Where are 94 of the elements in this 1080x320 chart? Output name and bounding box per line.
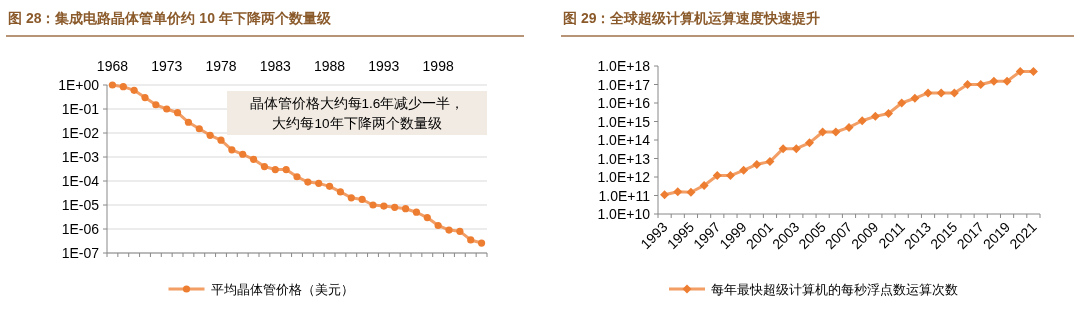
point xyxy=(857,116,867,126)
point xyxy=(195,125,203,133)
y-tick-label: 1E-01 xyxy=(61,101,100,117)
point xyxy=(315,179,323,187)
point xyxy=(184,118,193,126)
point xyxy=(1002,76,1012,86)
x-tick-label: 1998 xyxy=(422,58,454,74)
point xyxy=(434,221,442,230)
y-tick-label: 1E+00 xyxy=(58,77,100,93)
y-tick-label: 1.0E+17 xyxy=(597,76,651,93)
point xyxy=(818,127,828,137)
y-tick-label: 1.0E+10 xyxy=(597,206,651,222)
chart-title: 图 28：集成电路晶体管单价约 10 年下降两个数量级 xyxy=(8,10,332,26)
point xyxy=(401,205,410,213)
point xyxy=(870,111,880,121)
point xyxy=(752,159,762,169)
point xyxy=(699,180,709,190)
point xyxy=(673,187,683,197)
y-tick-label: 1.0E+14 xyxy=(597,132,651,148)
point xyxy=(445,226,453,234)
y-tick-label: 1E-05 xyxy=(61,197,100,213)
point xyxy=(239,150,247,158)
point xyxy=(949,88,959,98)
annotation: 大约每10年下降两个数量级 xyxy=(272,116,442,131)
y-tick-label: 1.0E+15 xyxy=(597,113,651,130)
chart-title: 图 29：全球超级计算机运算速度快速提升 xyxy=(563,10,821,26)
point xyxy=(336,188,345,196)
x-tick-label: 1973 xyxy=(151,58,183,74)
point xyxy=(206,131,214,139)
point xyxy=(778,144,788,154)
point xyxy=(765,157,775,167)
legend-label: 平均晶体管价格（美元） xyxy=(210,282,354,297)
point xyxy=(217,136,225,144)
x-tick-label: 1993 xyxy=(368,58,400,74)
point xyxy=(686,187,696,197)
point xyxy=(119,83,127,91)
point xyxy=(963,80,973,89)
point xyxy=(456,227,464,235)
point xyxy=(897,98,907,108)
point xyxy=(358,195,366,204)
point xyxy=(173,109,182,117)
point xyxy=(739,165,749,175)
y-tick-label: 1.0E+12 xyxy=(597,169,651,185)
point xyxy=(282,165,290,174)
y-tick-label: 1.0E+16 xyxy=(597,95,651,111)
point xyxy=(260,162,269,171)
point xyxy=(228,146,236,154)
point xyxy=(412,208,421,216)
point xyxy=(467,236,475,244)
y-tick-label: 1E-06 xyxy=(61,221,100,237)
legend-label: 每年最快超级计算机的每秒浮点数运算次数 xyxy=(711,282,958,297)
x-tick-label: 1988 xyxy=(313,58,346,74)
point xyxy=(293,173,301,181)
y-tick-label: 1.0E+18 xyxy=(597,58,651,74)
point xyxy=(936,88,946,98)
y-tick-label: 1E-04 xyxy=(61,173,100,189)
point xyxy=(976,80,986,89)
point xyxy=(804,138,814,148)
point xyxy=(791,144,801,154)
point xyxy=(660,190,670,200)
point xyxy=(712,171,722,181)
point xyxy=(271,165,279,174)
point xyxy=(831,127,841,137)
point xyxy=(249,155,258,163)
y-tick-label: 1.0E+13 xyxy=(597,150,651,167)
point xyxy=(380,202,388,210)
x-tick-label: 1983 xyxy=(259,58,292,74)
point xyxy=(989,76,999,86)
y-tick-label: 1.0E+11 xyxy=(598,187,651,204)
y-tick-label: 1E-02 xyxy=(61,125,100,141)
point xyxy=(1028,67,1038,77)
point xyxy=(725,171,735,181)
y-tick-label: 1E-03 xyxy=(61,149,100,165)
point xyxy=(477,239,486,247)
point xyxy=(923,88,933,98)
point xyxy=(304,178,312,186)
x-tick-label: 1968 xyxy=(96,58,129,74)
point xyxy=(108,81,117,89)
point xyxy=(844,122,854,132)
point xyxy=(423,213,431,222)
point xyxy=(325,182,334,190)
point xyxy=(163,105,171,113)
point xyxy=(369,201,377,209)
point xyxy=(141,93,149,102)
point xyxy=(347,194,355,202)
x-tick-label: 1978 xyxy=(205,58,237,74)
y-tick-label: 1E-07 xyxy=(61,245,100,261)
point xyxy=(391,203,399,211)
point xyxy=(910,93,920,103)
annotation: 晶体管价格大约每1.6年减少一半， xyxy=(249,96,465,111)
point xyxy=(152,101,160,109)
point xyxy=(130,86,138,94)
point xyxy=(884,109,894,119)
point xyxy=(1015,67,1025,77)
